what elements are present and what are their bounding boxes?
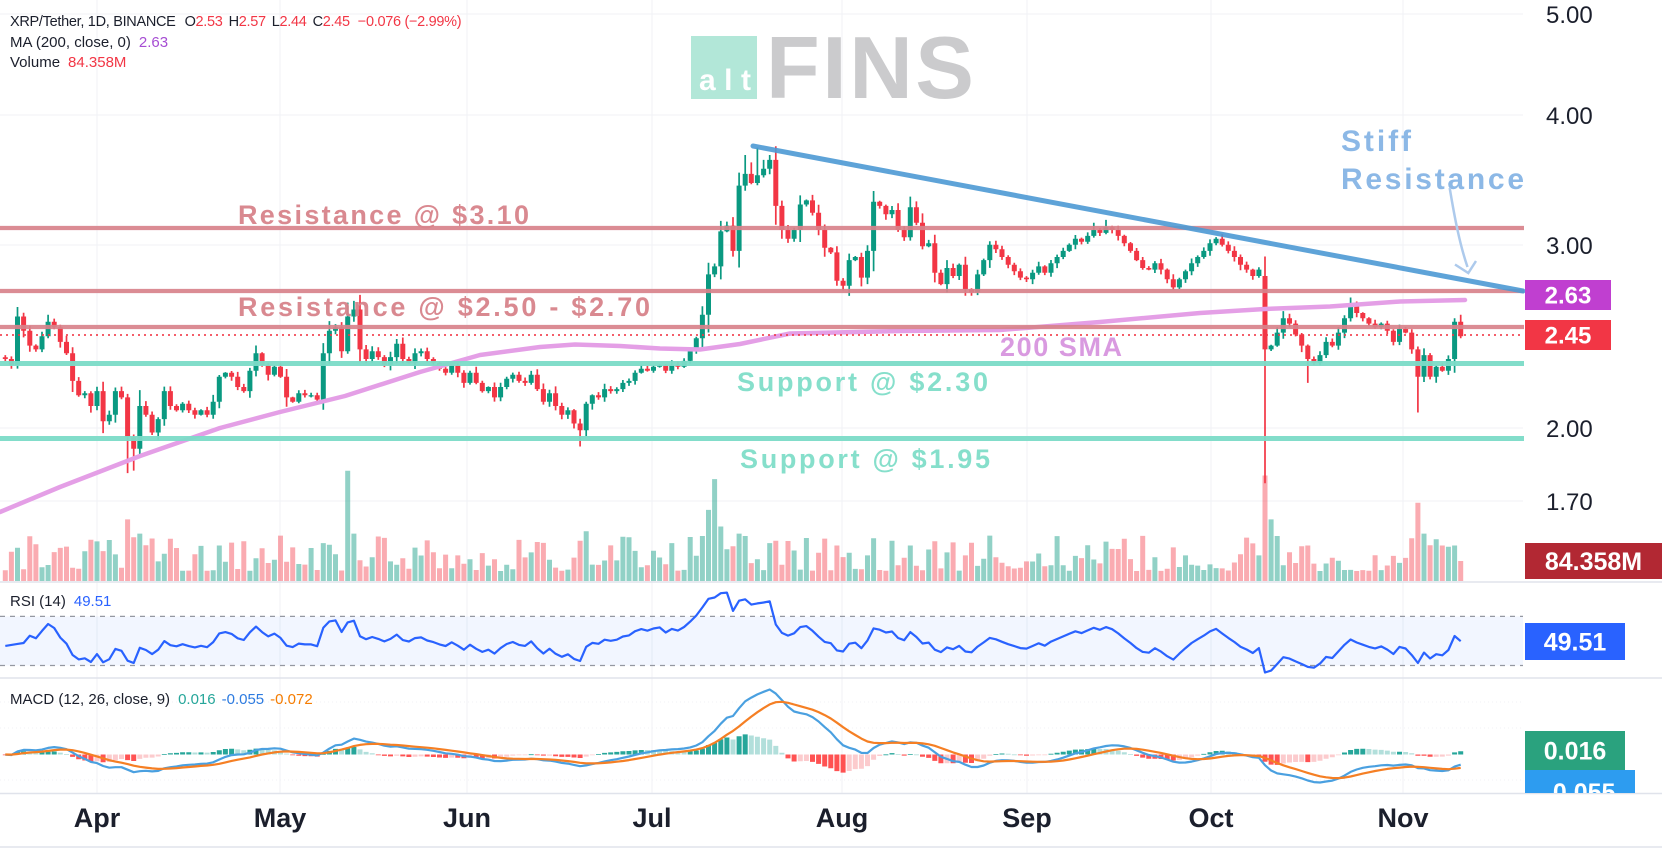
svg-text:Nov: Nov xyxy=(1377,803,1428,833)
svg-text:3.00: 3.00 xyxy=(1546,233,1593,260)
svg-text:Support @ $2.30: Support @ $2.30 xyxy=(737,367,988,397)
svg-text:Jun: Jun xyxy=(443,803,491,833)
svg-text:2.63: 2.63 xyxy=(1545,283,1592,310)
svg-text:Aug: Aug xyxy=(816,803,868,833)
svg-text:MACD (12, 26, close, 9)0.016-0: MACD (12, 26, close, 9) 0.016 -0.055 -0.072 xyxy=(10,691,313,708)
svg-text:4.00: 4.00 xyxy=(1546,103,1593,130)
svg-text:200 SMA: 200 SMA xyxy=(1000,332,1122,362)
svg-text:Stiff: Stiff xyxy=(1341,125,1412,158)
svg-text:Support @ $1.95: Support @ $1.95 xyxy=(740,444,990,474)
svg-text:FINS: FINS xyxy=(766,18,974,117)
svg-text:2.00: 2.00 xyxy=(1546,416,1593,443)
svg-text:MA (200, close, 0)2.63: MA (200, close, 0) 2.63 xyxy=(10,34,168,51)
svg-text:Resistance @ $2.50 - $2.70: Resistance @ $2.50 - $2.70 xyxy=(238,292,650,322)
svg-text:Resistance @ $3.10: Resistance @ $3.10 xyxy=(238,200,529,230)
svg-text:Jul: Jul xyxy=(632,803,671,833)
svg-text:RSI (14)49.51: RSI (14) 49.51 xyxy=(10,593,111,610)
svg-text:-0.055: -0.055 xyxy=(1545,779,1616,807)
svg-text:Apr: Apr xyxy=(74,803,121,833)
svg-text:84.358M: 84.358M xyxy=(1545,548,1642,576)
svg-text:alt: alt xyxy=(699,64,751,97)
svg-text:2.45: 2.45 xyxy=(1545,323,1592,350)
svg-text:Sep: Sep xyxy=(1002,803,1052,833)
svg-text:5.00: 5.00 xyxy=(1546,2,1593,29)
svg-text:49.51: 49.51 xyxy=(1544,629,1607,657)
svg-text:May: May xyxy=(254,803,307,833)
svg-text:0.016: 0.016 xyxy=(1544,738,1607,766)
svg-text:Oct: Oct xyxy=(1188,803,1233,833)
svg-text:1.70: 1.70 xyxy=(1546,489,1593,516)
